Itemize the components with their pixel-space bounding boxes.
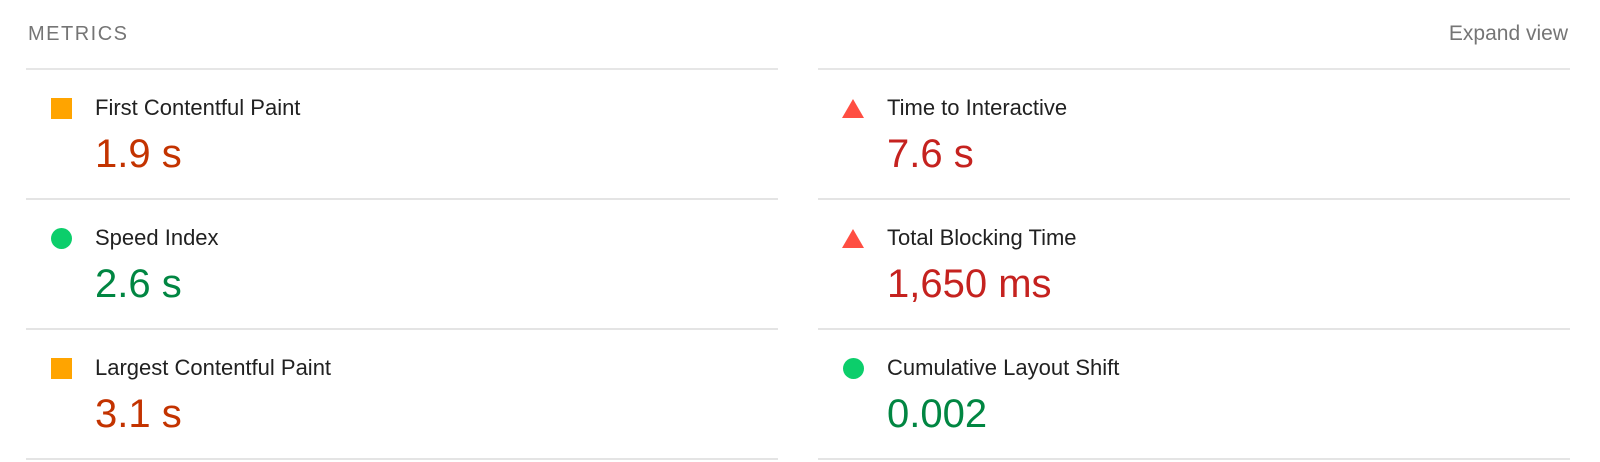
metrics-header: METRICS: [26, 0, 778, 70]
metric-cumulative-layout-shift: Cumulative Layout Shift 0.002: [818, 330, 1570, 460]
metric-value: 1,650 ms: [887, 262, 1052, 306]
metric-head: Cumulative Layout Shift: [842, 355, 1570, 381]
metric-value: 3.1 s: [95, 392, 182, 436]
triangle-icon: [842, 98, 864, 118]
icon-box: [50, 227, 72, 249]
icon-box: [842, 227, 864, 249]
metric-head: Total Blocking Time: [842, 225, 1570, 251]
metric-value: 1.9 s: [95, 132, 182, 176]
icon-box: [50, 97, 72, 119]
metric-head: Speed Index: [50, 225, 778, 251]
metric-speed-index: Speed Index 2.6 s: [26, 200, 778, 330]
icon-box: [842, 357, 864, 379]
metric-label: Largest Contentful Paint: [95, 355, 332, 380]
metric-first-contentful-paint: First Contentful Paint 1.9 s: [26, 70, 778, 200]
metrics-column-left: METRICS First Contentful Paint 1.9 s Spe…: [26, 0, 778, 460]
triangle-icon: [842, 228, 864, 248]
icon-box: [50, 357, 72, 379]
square-icon: [50, 357, 72, 379]
metric-time-to-interactive: Time to Interactive 7.6 s: [818, 70, 1570, 200]
metric-head: Time to Interactive: [842, 95, 1570, 121]
metric-head: Largest Contentful Paint: [50, 355, 778, 381]
circle-icon: [50, 227, 72, 249]
metric-largest-contentful-paint: Largest Contentful Paint 3.1 s: [26, 330, 778, 460]
metric-head: First Contentful Paint: [50, 95, 778, 121]
metric-label: First Contentful Paint: [95, 95, 301, 120]
metric-value: 0.002: [887, 392, 988, 436]
metric-label: Time to Interactive: [887, 95, 1068, 120]
circle-icon: [842, 357, 864, 379]
expand-view-button[interactable]: Expand view: [1448, 22, 1568, 45]
icon-box: [842, 97, 864, 119]
metric-total-blocking-time: Total Blocking Time 1,650 ms: [818, 200, 1570, 330]
metrics-column-right: Expand view Time to Interactive 7.6 s To…: [818, 0, 1570, 460]
metric-label: Cumulative Layout Shift: [887, 355, 1120, 380]
metric-value: 7.6 s: [887, 132, 974, 176]
expand-view-header: Expand view: [818, 0, 1570, 70]
section-title: METRICS: [28, 22, 129, 45]
square-icon: [50, 97, 72, 119]
metric-value: 2.6 s: [95, 262, 182, 306]
metric-label: Total Blocking Time: [887, 225, 1077, 250]
metric-label: Speed Index: [95, 225, 219, 250]
